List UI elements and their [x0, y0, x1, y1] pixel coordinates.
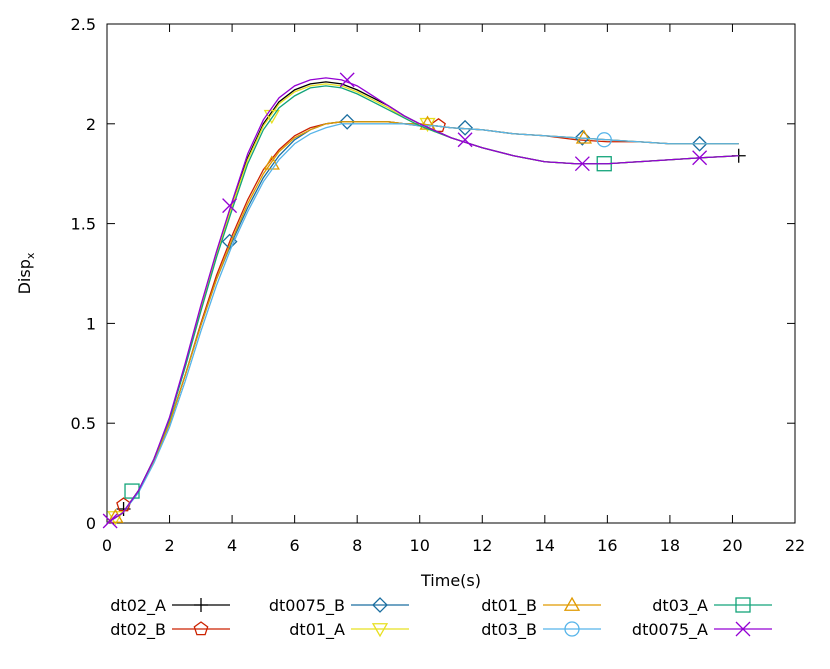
legend-label: dt03_B: [481, 620, 537, 640]
data-point: [691, 135, 708, 152]
data-point: [574, 156, 590, 172]
y-axis-title: Dispx: [15, 252, 37, 294]
x-tick-label: 22: [785, 536, 805, 555]
x-tick-label: 18: [660, 536, 680, 555]
plot-border: [106, 23, 796, 524]
legend-label: dt02_A: [110, 596, 166, 616]
legend-marker: [735, 621, 751, 637]
data-point: [575, 129, 593, 144]
legend-label: dt0075_B: [269, 596, 345, 616]
data-point: [596, 132, 612, 148]
data-point: [431, 117, 446, 133]
x-tick-label: 4: [227, 536, 237, 555]
legend-marker: [193, 621, 209, 636]
data-point: [457, 119, 473, 136]
legend-item-dt02_B: dt02_B: [110, 620, 230, 640]
data-point: [339, 72, 355, 88]
data-point: [221, 233, 238, 250]
x-tick-label: 2: [164, 536, 174, 555]
x-tick-label: 10: [410, 536, 430, 555]
legend-label: dt02_B: [110, 620, 166, 640]
legend-item-dt03_B: dt03_B: [481, 620, 601, 640]
legend-item-dt01_A: dt01_A: [289, 620, 409, 640]
legend-marker: [371, 623, 389, 638]
legend-marker: [372, 597, 388, 613]
data-point: [263, 109, 280, 125]
data-point: [102, 513, 118, 529]
series-line: [106, 121, 739, 524]
legend-item-dt03_A: dt03_A: [652, 596, 772, 616]
x-tick-label: 12: [472, 536, 492, 555]
y-tick-label: 2: [86, 115, 96, 134]
y-axis: 0 0.5 1 1.5 2 2.5: [71, 15, 795, 533]
y-tick-label: 0: [86, 514, 96, 533]
y-tick-label: 1: [86, 314, 96, 333]
y-tick-label: 2.5: [71, 15, 96, 34]
x-tick-label: 0: [102, 536, 112, 555]
y-axis-title-subscript: x: [24, 252, 37, 259]
x-tick-label: 6: [290, 536, 300, 555]
legend-item-dt0075_B: dt0075_B: [269, 596, 409, 616]
legend-marker: [735, 597, 751, 613]
series-dt0075_A: [102, 72, 739, 529]
legend-marker: [563, 596, 581, 611]
data-point: [107, 511, 124, 526]
legend-marker: [564, 621, 580, 637]
data-point: [124, 483, 140, 499]
data-point: [692, 150, 708, 166]
legend-item-dt02_A: dt02_A: [110, 596, 230, 616]
data-point: [457, 132, 473, 148]
legend-label: dt03_A: [652, 596, 708, 616]
data-point: [222, 198, 238, 214]
data-point: [339, 113, 356, 130]
x-tick-label: 20: [722, 536, 742, 555]
legend-item-dt01_B: dt01_B: [481, 596, 601, 616]
series-dt03_B: [106, 123, 739, 524]
x-tick-label: 14: [535, 536, 555, 555]
y-tick-label: 1.5: [71, 215, 96, 234]
legend: dt02_A dt02_B dt0075_B dt01_A dt01_B dt03_B dt…: [110, 596, 772, 640]
y-axis-title-main: Disp: [15, 259, 34, 294]
plot-frame: [106, 23, 796, 524]
x-axis: 0 2 4 6 8 10 12 14 16 18 20 22: [102, 24, 805, 555]
x-axis-title: Time(s): [420, 571, 481, 590]
legend-label: dt0075_A: [632, 620, 708, 640]
series-line: [106, 77, 739, 524]
x-tick-label: 16: [597, 536, 617, 555]
series-line: [106, 123, 739, 524]
y-tick-label: 0.5: [71, 414, 96, 433]
x-tick-label: 8: [352, 536, 362, 555]
series-layer: [102, 72, 746, 529]
legend-label: dt01_A: [289, 620, 345, 640]
legend-label: dt01_B: [481, 596, 537, 616]
legend-item-dt0075_A: dt0075_A: [632, 620, 772, 640]
legend-marker: [194, 598, 208, 612]
